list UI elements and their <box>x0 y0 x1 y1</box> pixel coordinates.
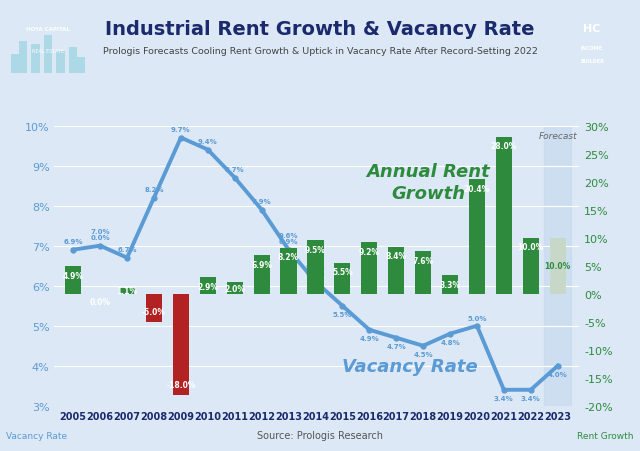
Text: 4.9%: 4.9% <box>360 335 379 341</box>
Bar <box>496 138 512 294</box>
Text: 4.5%: 4.5% <box>413 351 433 357</box>
Text: 9.6%
6.9%: 9.6% 6.9% <box>279 232 298 245</box>
Text: HC: HC <box>583 24 601 34</box>
Text: 5.5%: 5.5% <box>332 268 353 277</box>
Bar <box>388 247 404 294</box>
Text: 4.7%: 4.7% <box>387 343 406 349</box>
Text: 5.0%: 5.0% <box>467 315 486 321</box>
Bar <box>544 126 571 406</box>
Bar <box>31 45 40 74</box>
Bar <box>146 294 162 322</box>
Text: 8.2%
6.1%: 8.2% 6.1% <box>306 264 325 277</box>
Text: BUILDER: BUILDER <box>580 58 604 64</box>
Bar <box>307 241 324 294</box>
Bar <box>253 255 269 294</box>
Text: 4.9%: 4.9% <box>63 271 84 280</box>
Text: Rent Growth: Rent Growth <box>577 431 634 440</box>
Bar <box>469 180 485 294</box>
Text: -18.0%: -18.0% <box>166 380 196 389</box>
Bar <box>227 283 243 294</box>
Text: 9.7%: 9.7% <box>171 127 191 133</box>
Text: 7.0%
0.0%: 7.0% 0.0% <box>90 229 110 241</box>
Text: Vacancy Rate: Vacancy Rate <box>342 357 477 375</box>
Text: 3.3%: 3.3% <box>440 280 461 289</box>
Bar <box>200 278 216 294</box>
Text: 4.8%: 4.8% <box>440 339 460 345</box>
Text: 7.9%: 7.9% <box>252 199 271 205</box>
Text: 10.0%: 10.0% <box>545 262 571 271</box>
Text: 3.4%: 3.4% <box>521 395 541 401</box>
Text: 8.2%: 8.2% <box>278 253 299 262</box>
Bar <box>280 248 296 294</box>
Text: 9.2%: 9.2% <box>359 247 380 256</box>
Text: 7.6%: 7.6% <box>413 256 434 265</box>
Bar <box>119 288 135 294</box>
Text: Vacancy Rate: Vacancy Rate <box>6 431 68 440</box>
Text: 8.2%: 8.2% <box>144 187 164 193</box>
Text: 0.0%: 0.0% <box>90 297 111 306</box>
Text: 8.4%: 8.4% <box>386 252 407 261</box>
Text: 6.9%: 6.9% <box>251 260 272 269</box>
Bar <box>334 263 351 294</box>
Text: 5.5%: 5.5% <box>333 311 352 317</box>
Bar <box>77 58 86 74</box>
Bar <box>69 48 77 74</box>
Text: 3.4%: 3.4% <box>494 395 514 401</box>
Text: 2.9%: 2.9% <box>197 282 218 291</box>
Text: 6.7%: 6.7% <box>117 247 137 253</box>
Text: REAL ESTATE: REAL ESTATE <box>32 49 64 54</box>
Text: INCOME: INCOME <box>581 46 603 51</box>
Text: 8.7%: 8.7% <box>225 167 244 173</box>
Text: 9.4%: 9.4% <box>198 139 218 145</box>
Text: 4.0%: 4.0% <box>548 371 568 377</box>
Text: 2.0%: 2.0% <box>224 284 245 293</box>
Text: Forecast: Forecast <box>538 132 577 141</box>
Bar <box>361 243 378 294</box>
Text: Prologis Forecasts Cooling Rent Growth & Uptick in Vacancy Rate After Record-Set: Prologis Forecasts Cooling Rent Growth &… <box>102 47 538 56</box>
Text: 9.5%: 9.5% <box>305 245 326 254</box>
Text: Annual Rent
Growth: Annual Rent Growth <box>367 162 490 202</box>
Bar <box>44 36 52 74</box>
Text: 1.1%: 1.1% <box>116 286 138 295</box>
Text: 6.9%: 6.9% <box>63 239 83 245</box>
Bar <box>10 55 19 74</box>
Bar <box>523 238 539 294</box>
Bar <box>56 51 65 74</box>
Text: Source: Prologis Research: Source: Prologis Research <box>257 430 383 440</box>
Bar <box>442 276 458 294</box>
Text: 10.0%: 10.0% <box>518 243 544 252</box>
Text: 20.4%: 20.4% <box>464 184 490 193</box>
Text: Industrial Rent Growth & Vacancy Rate: Industrial Rent Growth & Vacancy Rate <box>105 20 535 39</box>
Bar <box>415 252 431 294</box>
Bar <box>65 267 81 294</box>
Text: HOYA CAPITAL: HOYA CAPITAL <box>26 27 70 32</box>
Bar <box>19 42 28 74</box>
Text: -5.0%: -5.0% <box>142 308 166 317</box>
Text: 28.0%: 28.0% <box>491 142 517 151</box>
Bar <box>173 294 189 395</box>
Bar <box>550 238 566 294</box>
